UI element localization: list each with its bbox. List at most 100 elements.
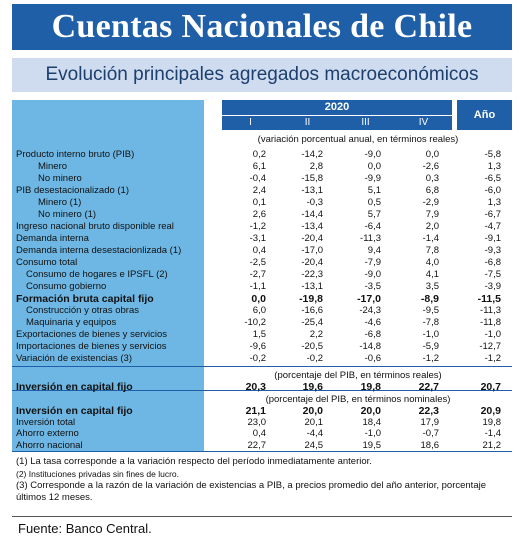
quarter-value-2: -22,3 <box>301 269 323 280</box>
quarter-value-3: -6,8 <box>364 329 381 340</box>
quarter-value-1: 23,0 <box>247 416 267 428</box>
quarter-value-1: 6,0 <box>252 305 266 316</box>
quarter-value-3: -0,6 <box>364 353 381 364</box>
annual-value: 20,9 <box>480 405 501 417</box>
quarter-value-4: -8,9 <box>420 293 439 305</box>
quarter-value-3: -24,3 <box>359 305 381 316</box>
quarter-value-4: -0,7 <box>422 428 439 439</box>
annual-value: -11,3 <box>480 305 501 316</box>
footnote-2: (2) Instituciones privadas sin fines de … <box>16 469 179 479</box>
quarter-value-1: 21,1 <box>245 405 266 417</box>
quarter-value-2: -13,4 <box>301 221 323 232</box>
quarter-value-3: 20,0 <box>360 405 381 417</box>
quarter-value-3: 0,5 <box>367 197 381 208</box>
quarter-value-1: -0,4 <box>249 173 266 184</box>
section-divider <box>12 366 512 367</box>
quarter-value-3: -9,9 <box>364 173 381 184</box>
quarter-value-1: 22,7 <box>247 439 267 451</box>
quarter-header-4: IV <box>418 117 429 128</box>
quarter-value-4: 7,8 <box>425 245 439 256</box>
quarter-value-3: -9,0 <box>364 149 381 160</box>
table-row: Inversión en capital fijo 20,3 19,6 19,8 22,… <box>12 381 512 393</box>
row-label: Ahorro nacional <box>16 439 83 451</box>
quarter-value-4: 3,5 <box>425 281 439 292</box>
quarter-value-3: -6,4 <box>364 221 381 232</box>
quarter-value-3: -3,5 <box>364 281 381 292</box>
quarter-value-1: -9,6 <box>249 341 266 352</box>
row-label: Demanda interna <box>16 233 89 244</box>
row-label: Ingreso nacional bruto disponible real <box>16 221 174 232</box>
quarter-header: I II III IV <box>222 116 452 130</box>
table-row: Consumo total -2,5 -20,4 -7,9 4,0 -6,8 <box>12 257 512 269</box>
annual-value: -12,7 <box>479 341 501 352</box>
quarter-value-1: -2,5 <box>249 257 266 268</box>
quarter-value-2: -20,4 <box>301 257 323 268</box>
quarter-value-1: 0,2 <box>252 149 266 160</box>
annual-value: -5,8 <box>484 149 501 160</box>
annual-value: -1,4 <box>484 428 501 439</box>
quarter-value-2: 20,1 <box>304 416 324 428</box>
quarter-value-1: -2,7 <box>249 269 266 280</box>
table-row: Consumo gobierno -1,1 -13,1 -3,5 3,5 -3,9 <box>12 281 512 293</box>
footnote-rule <box>12 516 512 517</box>
unit-pct-nominal: (porcentaje del PIB, en términos nominal… <box>265 394 451 405</box>
quarter-value-3: 5,1 <box>367 185 381 196</box>
table-row: Ahorro nacional 22,7 24,5 19,5 18,6 21,2 <box>12 440 512 452</box>
quarter-header-1: I <box>249 117 252 128</box>
annual-value: -1,0 <box>484 329 501 340</box>
year-header: 2020 <box>222 100 452 115</box>
data-table: 2020 I II III IV Año (variación porcentu… <box>12 100 512 452</box>
quarter-value-3: 19,8 <box>360 381 381 393</box>
quarter-value-2: -14,4 <box>301 209 323 220</box>
row-label: Consumo total <box>16 257 78 268</box>
table-row: PIB desestacionalizado (1) 2,4 -13,1 5,1 6,8… <box>12 185 512 197</box>
quarter-value-4: 4,0 <box>425 257 439 268</box>
row-label: Inversión en capital fijo <box>16 381 133 393</box>
quarter-value-4: -2,6 <box>422 161 439 172</box>
quarter-value-2: 20,0 <box>302 405 323 417</box>
table-row: No minero (1) 2,6 -14,4 5,7 7,9 -6,7 <box>12 209 512 221</box>
table-row: Minero (1) 0,1 -0,3 0,5 -2,9 1,3 <box>12 197 512 209</box>
quarter-value-4: 0,3 <box>425 173 439 184</box>
annual-value: -11,5 <box>477 293 501 305</box>
quarter-value-3: 9,4 <box>367 245 381 256</box>
quarter-value-4: -1,4 <box>422 233 439 244</box>
quarter-value-3: 0,0 <box>367 161 381 172</box>
quarter-value-2: -0,2 <box>306 353 323 364</box>
footnote-3: (3) Corresponde a la razón de la variaci… <box>16 480 486 491</box>
quarter-value-2: -15,8 <box>301 173 323 184</box>
label-column-background <box>12 100 204 452</box>
quarter-value-4: 4,1 <box>425 269 439 280</box>
annual-value: 1,3 <box>487 161 501 172</box>
row-label: Formación bruta capital fijo <box>16 293 154 305</box>
quarter-value-4: 6,8 <box>425 185 439 196</box>
annual-value: 20,7 <box>480 381 501 393</box>
quarter-value-1: -10,2 <box>244 317 266 328</box>
quarter-value-4: 18,6 <box>420 439 440 451</box>
annual-value: -7,5 <box>484 269 501 280</box>
annual-value: 19,8 <box>482 416 502 428</box>
table-row: Consumo de hogares e IPSFL (2) -2,7 -22,3 -… <box>12 269 512 281</box>
table-row: Exportaciones de bienes y servicios 1,5 2,… <box>12 329 512 341</box>
quarter-value-4: 0,0 <box>425 149 439 160</box>
annual-value: -6,8 <box>484 257 501 268</box>
annual-value: -1,2 <box>484 353 501 364</box>
table-row: No minero -0,4 -15,8 -9,9 0,3 -6,5 <box>12 173 512 185</box>
quarter-value-1: 20,3 <box>245 381 266 393</box>
quarter-value-4: -1,2 <box>422 353 439 364</box>
quarter-value-2: -20,5 <box>301 341 323 352</box>
table-row: Importaciones de bienes y servicios -9,6 -… <box>12 341 512 353</box>
table-row: Maquinaria y equipos -10,2 -25,4 -4,6 -7,8 -1… <box>12 317 512 329</box>
quarter-value-2: -19,8 <box>299 293 323 305</box>
unit-growth: (variación porcentual anual, en términos… <box>257 134 459 145</box>
quarter-value-2: -20,4 <box>301 233 323 244</box>
annual-value: -9,3 <box>484 245 501 256</box>
quarter-value-1: 2,6 <box>252 209 266 220</box>
annual-value: 21,2 <box>482 439 502 451</box>
quarter-header-3: III <box>361 117 370 128</box>
quarter-value-3: -14,8 <box>359 341 381 352</box>
row-label: Variación de existencias (3) <box>16 353 132 364</box>
row-label: Maquinaria y equipos <box>26 317 117 328</box>
table-row: Variación de existencias (3) -0,2 -0,2 -0,6… <box>12 353 512 365</box>
table-row: Formación bruta capital fijo 0,0 -19,8 -17,… <box>12 293 512 305</box>
